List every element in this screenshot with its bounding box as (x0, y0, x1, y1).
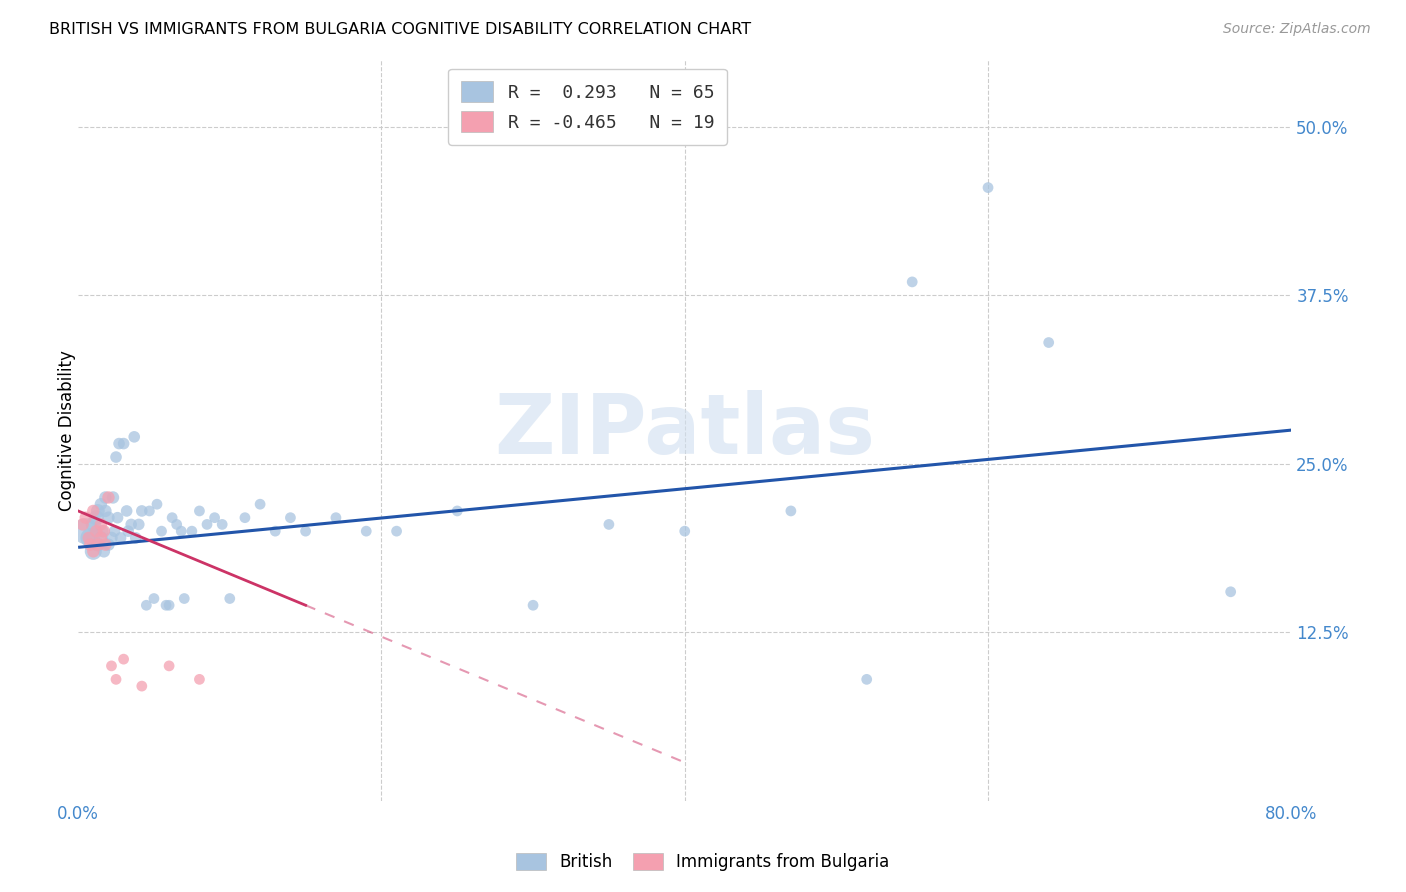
Point (138, 504, 160, 518)
Text: BRITISH VS IMMIGRANTS FROM BULGARIA COGNITIVE DISABILITY CORRELATION CHART: BRITISH VS IMMIGRANTS FROM BULGARIA COGN… (49, 22, 751, 37)
Point (180, 524, 202, 538)
Text: Source: ZipAtlas.com: Source: ZipAtlas.com (1223, 22, 1371, 37)
Point (294, 524, 316, 538)
Point (79, 538, 101, 552)
Point (90, 531, 112, 545)
Point (108, 436, 131, 450)
Point (249, 497, 271, 511)
Point (146, 497, 169, 511)
Point (87, 504, 110, 518)
Point (90, 531, 112, 545)
Point (82, 544, 104, 558)
Point (150, 524, 173, 538)
Point (97, 538, 120, 552)
Point (166, 517, 188, 532)
Point (112, 436, 135, 450)
Point (97, 491, 120, 505)
Point (188, 673, 211, 687)
Point (780, 504, 803, 518)
Point (131, 504, 153, 518)
Legend: R =  0.293   N = 65, R = -0.465   N = 19: R = 0.293 N = 65, R = -0.465 N = 19 (449, 69, 727, 145)
Point (264, 524, 287, 538)
Point (105, 450, 128, 464)
Point (100, 531, 122, 545)
Point (204, 510, 226, 524)
Point (87, 538, 110, 552)
Point (131, 679, 153, 693)
Point (110, 531, 132, 545)
Point (128, 517, 150, 532)
Point (90, 517, 112, 532)
Point (94, 491, 117, 505)
Point (188, 504, 211, 518)
Point (354, 524, 377, 538)
Point (280, 510, 302, 524)
Point (901, 275, 924, 289)
Legend: British, Immigrants from Bulgaria: British, Immigrants from Bulgaria (508, 845, 898, 880)
Point (211, 517, 233, 532)
Point (72, 517, 94, 532)
Text: ZIPatlas: ZIPatlas (495, 390, 875, 471)
Point (195, 517, 218, 532)
Point (86, 510, 108, 524)
Y-axis label: Cognitive Disability: Cognitive Disability (58, 350, 76, 510)
Point (93, 544, 115, 558)
Point (120, 517, 142, 532)
Point (170, 524, 193, 538)
Point (82, 504, 104, 518)
Point (385, 524, 408, 538)
Point (82, 544, 104, 558)
Point (115, 504, 138, 518)
Point (103, 524, 125, 538)
Point (75, 510, 97, 524)
Point (86, 524, 108, 538)
Point (100, 659, 122, 673)
Point (977, 180, 1000, 194)
Point (155, 599, 177, 613)
Point (117, 524, 139, 538)
Point (94, 538, 117, 552)
Point (79, 531, 101, 545)
Point (77, 531, 100, 545)
Point (157, 599, 180, 613)
Point (105, 673, 128, 687)
Point (522, 599, 544, 613)
Point (157, 659, 180, 673)
Point (1219, 584, 1241, 599)
Point (135, 599, 157, 613)
Point (173, 591, 195, 606)
Point (673, 524, 696, 538)
Point (160, 510, 183, 524)
Point (122, 430, 145, 444)
Point (82, 517, 104, 532)
Point (75, 524, 97, 538)
Point (598, 517, 620, 532)
Point (101, 491, 124, 505)
Point (446, 504, 468, 518)
Point (325, 510, 347, 524)
Point (218, 591, 240, 606)
Point (142, 591, 165, 606)
Point (233, 510, 256, 524)
Point (93, 524, 115, 538)
Point (87, 538, 110, 552)
Point (855, 673, 877, 687)
Point (107, 510, 129, 524)
Point (97, 510, 120, 524)
Point (1038, 335, 1060, 350)
Point (90, 497, 112, 511)
Point (112, 652, 135, 666)
Point (94, 504, 117, 518)
Point (125, 531, 148, 545)
Point (91, 524, 114, 538)
